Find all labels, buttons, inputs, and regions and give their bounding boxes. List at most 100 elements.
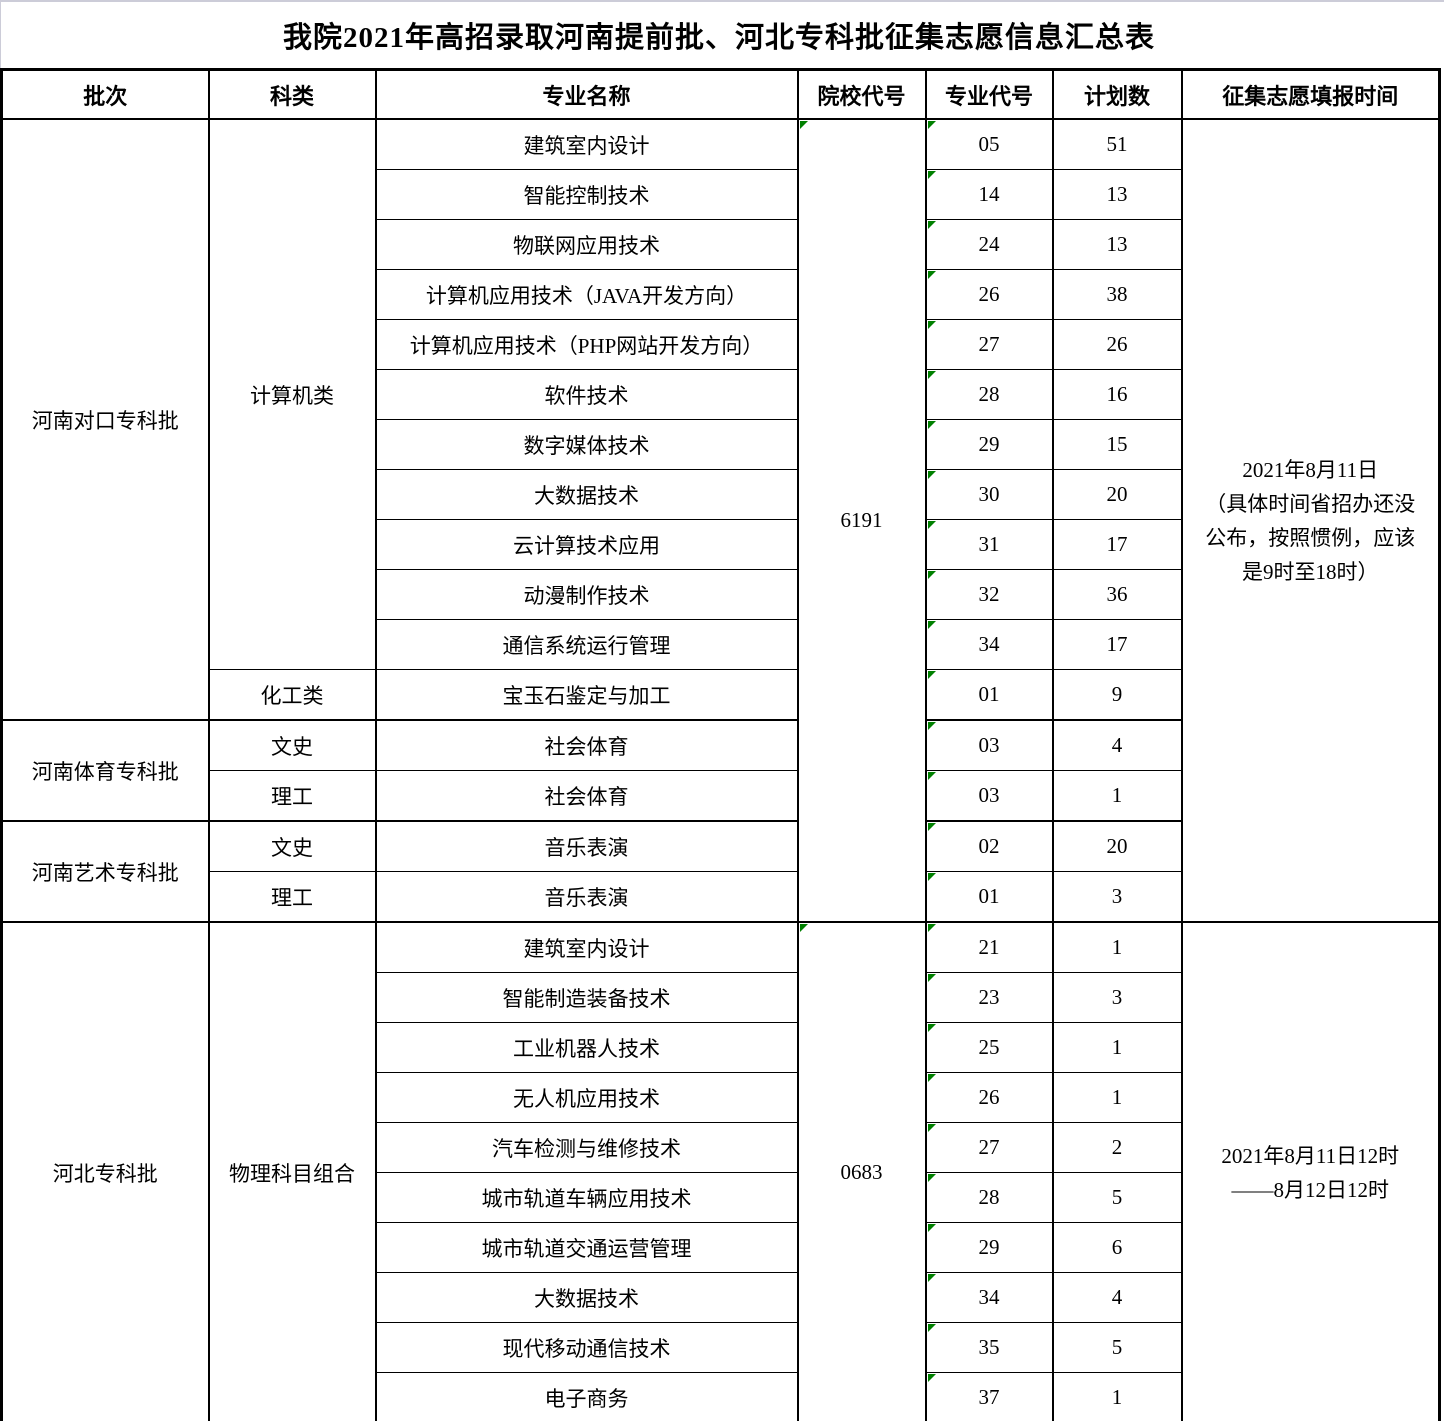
- cell-corner-flag-icon: [927, 1024, 936, 1032]
- major-cell: 汽车检测与维修技术: [374, 1122, 799, 1173]
- table-row: 城市轨道车辆应用技术 28 5: [2, 1172, 1440, 1223]
- cell-corner-flag-icon: [927, 171, 936, 179]
- plan-count-cell: 4: [1051, 1272, 1183, 1323]
- cell-corner-flag-icon: [927, 421, 936, 429]
- cell-corner-flag-icon: [927, 371, 936, 379]
- col-header-time: 征集志愿填报时间: [1180, 68, 1441, 120]
- cell-corner-flag-icon: [927, 671, 936, 679]
- plan-count-cell: 3: [1051, 972, 1183, 1023]
- table-row: 动漫制作技术 32 36: [2, 569, 1440, 620]
- major-code-cell: 24: [924, 219, 1054, 270]
- major-cell: 大数据技术: [374, 469, 799, 520]
- table-row: 现代移动通信技术 35 5: [2, 1322, 1440, 1373]
- major-code-value: 31: [978, 532, 1000, 556]
- table-row: 理工 音乐表演 01 3: [2, 871, 1440, 923]
- plan-count-cell: 5: [1051, 1322, 1183, 1373]
- major-code-cell: 26: [924, 1072, 1054, 1123]
- plan-count-cell: 38: [1051, 269, 1183, 320]
- cell-corner-flag-icon: [927, 924, 936, 932]
- major-code-value: 30: [978, 482, 1000, 506]
- plan-count-cell: 17: [1051, 519, 1183, 570]
- time-line: 公布，按照惯例，应该: [1205, 525, 1416, 550]
- major-cell: 宝玉石鉴定与加工: [374, 669, 799, 721]
- cell-corner-flag-icon: [927, 1274, 936, 1282]
- time-line: 是9时至18时）: [1242, 559, 1379, 584]
- cell-corner-flag-icon: [927, 1374, 936, 1382]
- plan-count-cell: 51: [1051, 118, 1183, 170]
- major-code-value: 35: [978, 1335, 1000, 1359]
- major-code-cell: 34: [924, 619, 1054, 670]
- major-code-value: 14: [978, 182, 1000, 206]
- plan-count-cell: 5: [1051, 1172, 1183, 1223]
- table-row: 河南体育专科批 文史 社会体育 03 4: [0, 719, 1440, 822]
- major-code-value: 29: [978, 1235, 1000, 1259]
- time-cell-henan: 2021年8月11日 （具体时间省招办还没 公布，按照惯例，应该 是9时至18时…: [1180, 118, 1441, 923]
- major-code-value: 37: [978, 1385, 1000, 1409]
- major-code-cell: 27: [924, 1122, 1054, 1173]
- major-code-cell: 26: [924, 269, 1054, 320]
- major-code-value: 01: [978, 884, 1000, 908]
- major-code-value: 28: [978, 1185, 1000, 1209]
- table-row: 数字媒体技术 29 15: [2, 419, 1440, 470]
- plan-count-cell: 26: [1051, 319, 1183, 370]
- table-row: 大数据技术 34 4: [2, 1272, 1440, 1323]
- cell-corner-flag-icon: [927, 621, 936, 629]
- table-row: 无人机应用技术 26 1: [2, 1072, 1440, 1123]
- cell-corner-flag-icon: [927, 1124, 936, 1132]
- category-cell-wenshi: 文史: [207, 719, 377, 771]
- table-row: 计算机应用技术（JAVA开发方向） 26 38: [2, 269, 1440, 320]
- col-header-plan-count: 计划数: [1051, 68, 1183, 120]
- major-code-cell: 34: [924, 1272, 1054, 1323]
- table-row: 理工 社会体育 03 1: [2, 770, 1440, 822]
- admission-summary-table: 批次 科类 专业名称 院校代号 专业代号 计划数 征集志愿填报时间 河南对口专科…: [0, 68, 1441, 1421]
- major-cell: 社会体育: [374, 770, 799, 822]
- major-cell: 物联网应用技术: [374, 219, 799, 270]
- plan-count-cell: 1: [1051, 1372, 1183, 1421]
- plan-count-cell: 20: [1051, 469, 1183, 520]
- major-cell: 计算机应用技术（JAVA开发方向）: [374, 269, 799, 320]
- major-code-cell: 01: [924, 871, 1054, 923]
- cell-corner-flag-icon: [927, 873, 936, 881]
- major-code-value: 21: [978, 935, 1000, 959]
- table-row: 物联网应用技术 24 13: [2, 219, 1440, 270]
- cell-corner-flag-icon: [927, 271, 936, 279]
- plan-count-cell: 1: [1051, 770, 1183, 822]
- page-title: 我院2021年高招录取河南提前批、河北专科批征集志愿信息汇总表: [0, 2, 1437, 68]
- cell-corner-flag-icon: [799, 121, 808, 129]
- table-row: 城市轨道交通运营管理 29 6: [2, 1222, 1440, 1273]
- col-header-college-code: 院校代号: [796, 68, 927, 120]
- plan-count-cell: 1: [1051, 1072, 1183, 1123]
- plan-count-cell: 2: [1051, 1122, 1183, 1173]
- time-line: 2021年8月11日12时: [1221, 1143, 1400, 1168]
- major-code-value: 26: [978, 282, 1000, 306]
- major-code-cell: 27: [924, 319, 1054, 370]
- cell-corner-flag-icon: [927, 772, 936, 780]
- category-cell-physics: 物理科目组合: [207, 921, 377, 1421]
- batch-cell-hebei: 河北专科批: [0, 921, 210, 1421]
- major-cell: 城市轨道车辆应用技术: [374, 1172, 799, 1223]
- col-header-major-code: 专业代号: [924, 68, 1054, 120]
- major-cell: 计算机应用技术（PHP网站开发方向）: [374, 319, 799, 370]
- table-row: 河北专科批 物理科目组合 建筑室内设计 0683 21 1 2021年8月11日…: [0, 921, 1441, 1421]
- time-cell-hebei: 2021年8月11日12时 ——8月12日12时: [1180, 921, 1441, 1421]
- col-header-batch: 批次: [0, 68, 210, 120]
- plan-count-cell: 36: [1051, 569, 1183, 620]
- major-code-cell: 03: [924, 770, 1054, 822]
- cell-corner-flag-icon: [927, 1074, 936, 1082]
- time-line: 2021年8月11日: [1242, 457, 1379, 482]
- plan-count-cell: 15: [1051, 419, 1183, 470]
- table-row: 河南对口专科批 计算机类 建筑室内设计 6191 05 51 2021年8月11…: [0, 118, 1441, 923]
- major-code-cell: 03: [924, 719, 1054, 771]
- college-code-value: 6191: [840, 508, 883, 532]
- plan-count-cell: 1: [1051, 1022, 1183, 1073]
- cell-corner-flag-icon: [927, 321, 936, 329]
- major-code-cell: 01: [924, 669, 1054, 721]
- major-code-value: 03: [978, 783, 1000, 807]
- table-row: 工业机器人技术 25 1: [2, 1022, 1440, 1073]
- cell-corner-flag-icon: [927, 571, 936, 579]
- major-code-value: 05: [978, 132, 1000, 156]
- plan-count-cell: 6: [1051, 1222, 1183, 1273]
- major-code-cell: 28: [924, 1172, 1054, 1223]
- major-cell: 通信系统运行管理: [374, 619, 799, 670]
